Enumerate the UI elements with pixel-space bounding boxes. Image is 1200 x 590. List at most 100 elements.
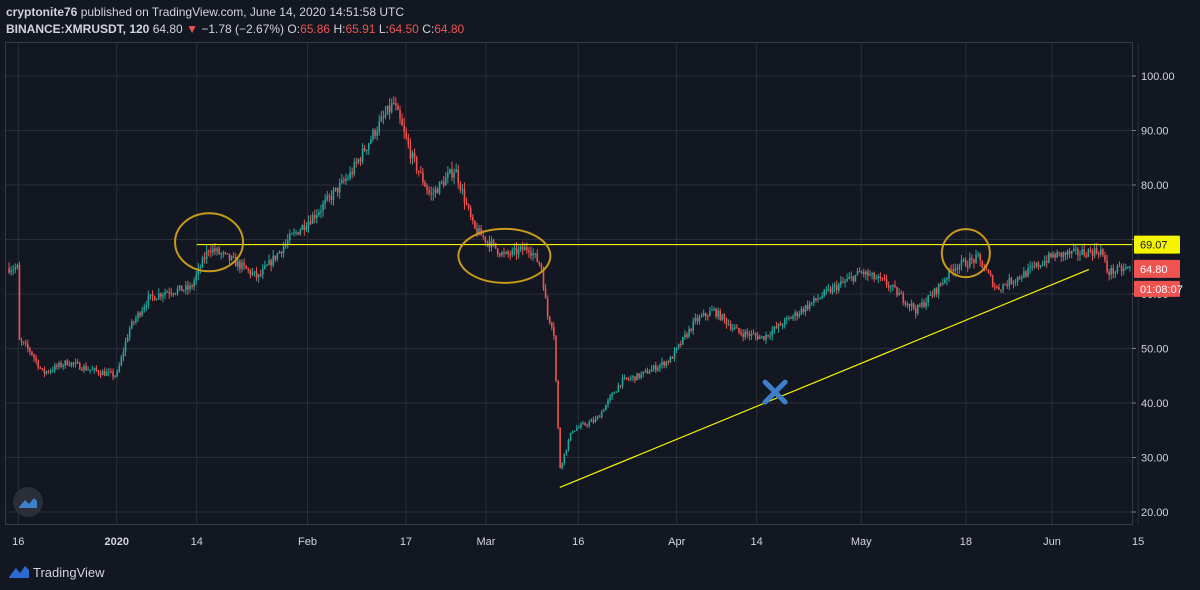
candle-body [286,239,289,244]
candle-body [496,248,499,254]
candle-body [1116,265,1119,272]
candle-body [669,357,672,363]
candle-body [357,159,360,163]
candle-body [966,266,969,268]
candle-body [615,391,618,393]
candle-body [775,326,778,328]
x-tick-label: 2020 [105,536,129,548]
candle-body [1008,277,1011,286]
candle-body [684,334,686,337]
candle-body [1012,282,1015,284]
candle-body [958,265,961,270]
candle-body [827,288,830,290]
candle-body [835,285,838,291]
candle-body [380,116,383,122]
candle-body [174,293,177,295]
candle-body [813,297,815,303]
candle-body [139,312,141,316]
candle-body [881,278,884,280]
candle-body [442,181,445,186]
candle-body [898,293,900,296]
candle-body [326,195,329,200]
candle-body [869,274,871,276]
x-tick-label: 15 [1132,536,1144,548]
candle-body [505,251,507,254]
candle-body [501,252,503,256]
x-tick-label: 17 [400,536,412,548]
highlight-ellipse [940,228,991,279]
candle-body [1033,265,1036,267]
candle-body [704,313,707,317]
candle-body [596,416,599,419]
candle-body [979,254,981,261]
candle-body [1104,255,1106,261]
candle-body [914,308,917,314]
grid-lines [6,43,1139,524]
candle-body [860,271,863,273]
symbol-name[interactable]: BINANCE:XMRUSDT, 120 [6,22,150,36]
candle-body [1091,251,1094,256]
candle-body [74,362,77,364]
candle-body [592,419,595,422]
candle-body [659,364,661,368]
candle-body [509,254,512,256]
candle-body [742,333,744,337]
tradingview-logo-icon[interactable] [8,563,30,579]
footer-brand[interactable]: TradingView [33,565,105,580]
candle-body [634,376,636,381]
candle-body [403,125,405,132]
candle-body [1045,260,1048,263]
candle-body [157,293,160,299]
candle-body [1097,252,1100,255]
candle-body [297,232,299,235]
candle-body [226,253,229,255]
candle-body [900,293,902,295]
candle-body [1056,252,1058,258]
candle-body [948,268,950,279]
candle-body [854,274,857,282]
candle-body [754,334,757,336]
candle-body [571,431,574,433]
candle-body [293,232,295,234]
candle-body [519,246,522,250]
price-change: −1.78 (−2.67%) [201,22,285,36]
footer: TradingView [0,555,1200,590]
candle-body [917,305,919,314]
x-tick-label: 14 [751,536,763,548]
x-tick-label: 14 [191,536,203,548]
candle-body [625,377,628,379]
candle-body [39,367,42,369]
candle-body [831,287,834,293]
publish-text: published on TradingView.com, June 14, 2… [77,5,405,19]
candle-body [224,252,227,254]
candle-body [679,344,682,346]
x-tick-label: Feb [298,536,317,548]
candle-body [1062,252,1065,257]
candle-body [340,179,343,184]
candle-body [313,214,316,218]
candle-body [374,130,376,136]
candle-body [318,212,320,216]
candle-body [170,293,173,295]
candle-body [10,270,12,273]
candle-body [241,262,243,269]
candle-body [66,360,69,366]
cross-marker [762,379,788,405]
candle-body [218,248,220,254]
candle-body [736,327,738,329]
candle-body [987,270,990,273]
candle-body [1081,249,1083,255]
candle-body [744,331,747,337]
candle-body [993,286,996,288]
candle-body [205,250,208,260]
candle-body [991,275,994,287]
candle-body [740,332,742,334]
candle-body [1120,266,1123,272]
candle-body [370,139,372,144]
candle-body [147,295,150,305]
candle-body [567,440,570,450]
price-chart[interactable]: 20.0030.0040.0050.0060.0070.0080.0090.00… [0,0,1200,555]
author-name[interactable]: cryptonite76 [6,5,78,19]
plot-frame[interactable] [5,42,1133,525]
candle-body [998,287,1000,290]
